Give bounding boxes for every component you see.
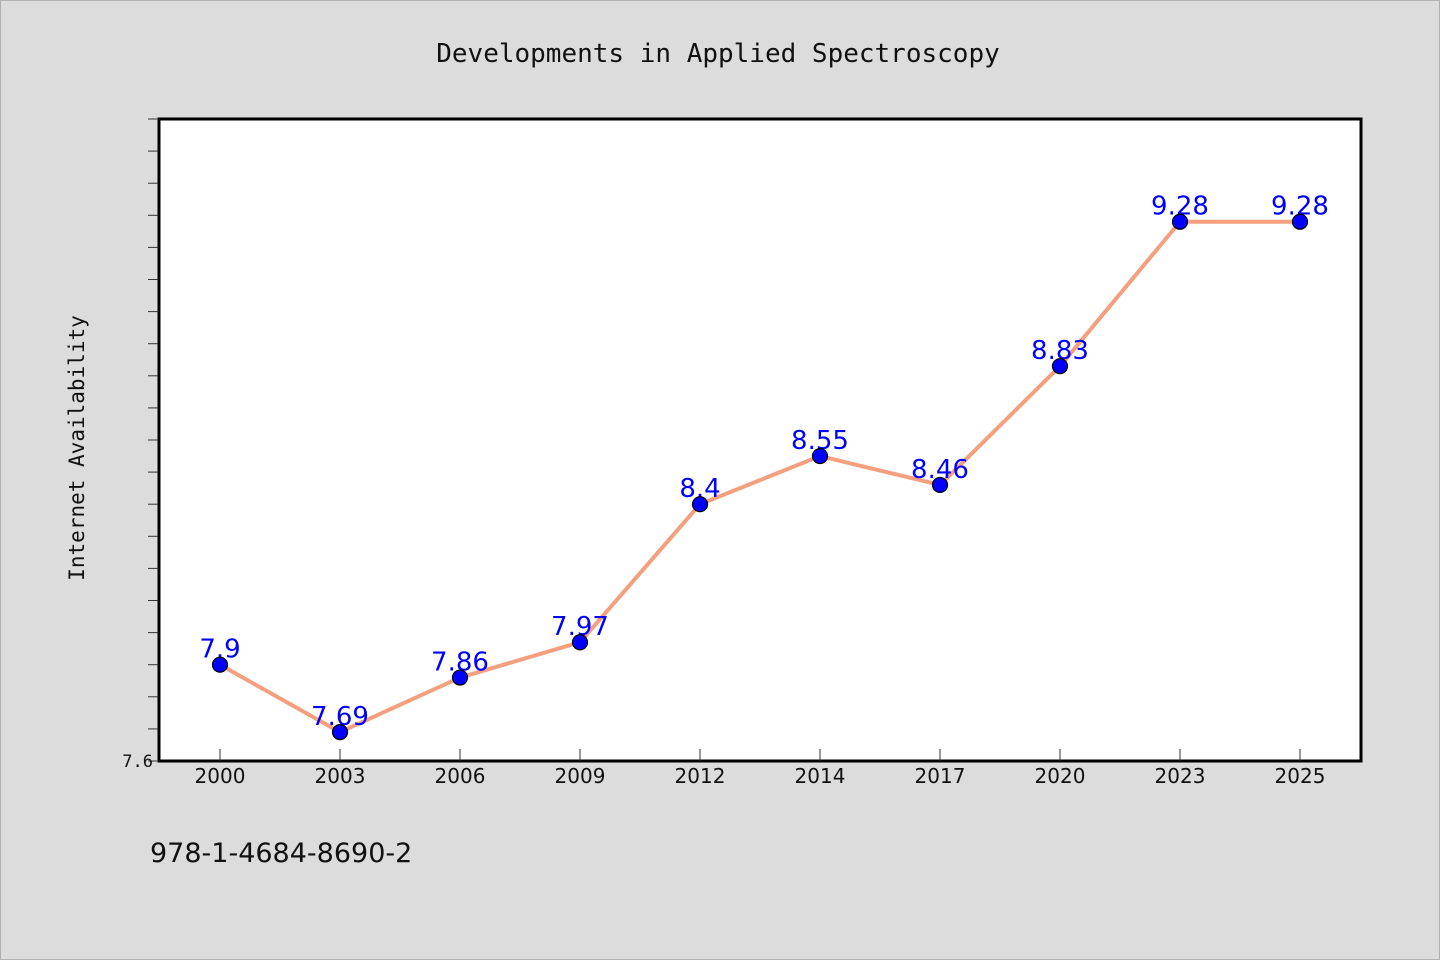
x-tick-label: 2017 — [915, 764, 966, 788]
data-point — [1051, 358, 1069, 375]
x-tick-label: 2000 — [195, 764, 246, 788]
x-tick-label: 2003 — [315, 764, 366, 788]
data-point — [1171, 213, 1189, 230]
x-tick-label: 2014 — [795, 764, 846, 788]
data-point — [451, 669, 469, 686]
data-point — [1291, 213, 1309, 230]
y-axis-label: Internet Availability — [65, 315, 89, 581]
data-point — [571, 634, 589, 651]
chart-title: Developments in Applied Spectroscopy — [436, 39, 1000, 69]
data-point — [811, 447, 829, 465]
y-tick-label: 7.6 — [122, 752, 153, 772]
x-tick-label: 2020 — [1035, 764, 1086, 788]
x-tick-label: 2009 — [555, 764, 606, 788]
x-tick-label: 2012 — [675, 764, 726, 788]
data-point — [331, 724, 349, 741]
isbn-text: 978-1-4684-8690-2 — [150, 838, 412, 869]
y-axis-ticks: 7.6 — [122, 118, 158, 772]
data-point — [211, 656, 229, 673]
x-tick-label: 2023 — [1155, 764, 1206, 788]
series-line — [219, 219, 1300, 735]
data-point — [691, 496, 709, 513]
x-axis-ticks: 2000 2003 2006 2009 2012 2014 2017 2020 2023 2025 — [195, 749, 1326, 788]
data-point — [931, 476, 949, 494]
x-tick-label: 2025 — [1275, 764, 1326, 788]
data-series: 7.97.697.867.978.48.558.468.839.28 9.28 — [199, 192, 1329, 741]
plot-area — [157, 117, 1363, 763]
x-tick-label: 2006 — [435, 764, 486, 788]
